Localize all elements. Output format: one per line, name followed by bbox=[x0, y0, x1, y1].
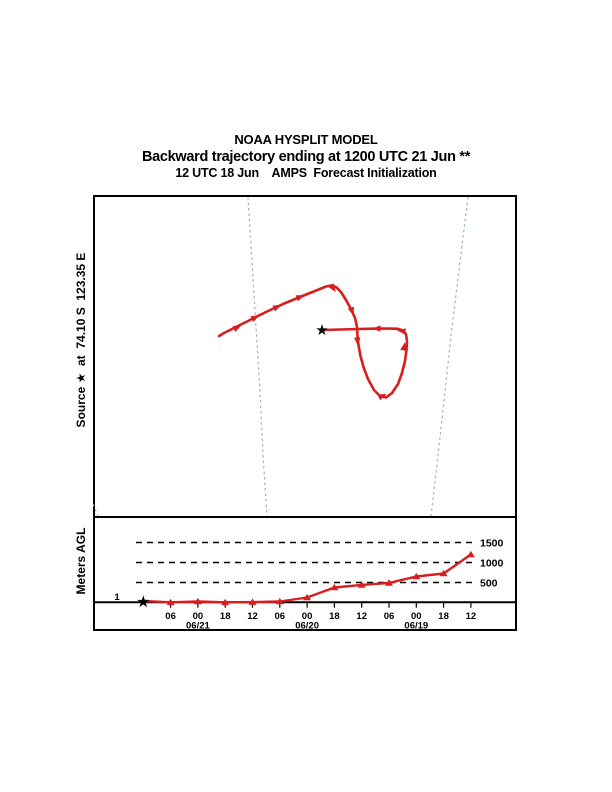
height-profile-marker bbox=[221, 598, 230, 606]
height-profile-marker bbox=[357, 581, 366, 588]
map-frame bbox=[93, 195, 517, 518]
date-label: 06/19 bbox=[404, 621, 428, 632]
trajectory-marker bbox=[400, 342, 407, 352]
time-tick-label: 00 bbox=[302, 611, 313, 622]
title-block: NOAA HYSPLIT MODEL Backward trajectory e… bbox=[0, 132, 612, 182]
height-profile-marker bbox=[303, 593, 312, 601]
height-profile-marker bbox=[412, 572, 421, 580]
height-profile-marker bbox=[466, 550, 475, 558]
gridline-label-500: 500 bbox=[480, 577, 498, 589]
date-label: 06/20 bbox=[295, 621, 319, 632]
time-tick-label: 12 bbox=[466, 611, 477, 622]
time-tick-label: 18 bbox=[329, 611, 340, 622]
trajectory-marker bbox=[295, 295, 305, 302]
time-tick-label: 18 bbox=[220, 611, 231, 622]
time-tick-label: 06 bbox=[384, 611, 395, 622]
height-profile-marker bbox=[248, 598, 257, 605]
trajectory-marker bbox=[250, 315, 260, 322]
height-profile-marker bbox=[193, 597, 202, 605]
gridline-label-1500: 1500 bbox=[480, 537, 504, 549]
height-profile-marker bbox=[385, 579, 393, 586]
title-model: NOAA HYSPLIT MODEL bbox=[234, 132, 378, 147]
height-profile-marker bbox=[275, 597, 284, 605]
height-profile-marker bbox=[439, 569, 448, 577]
meridian-right bbox=[430, 196, 469, 517]
date-label: 06/21 bbox=[186, 621, 210, 632]
trajectory-line bbox=[217, 284, 409, 399]
trajectory-marker bbox=[232, 325, 242, 332]
time-tick-label: 12 bbox=[356, 611, 367, 622]
height-profile-marker bbox=[166, 598, 175, 606]
time-tick-label: 12 bbox=[247, 611, 258, 622]
meridian-left bbox=[247, 196, 268, 517]
time-tick-label: 18 bbox=[438, 611, 449, 622]
meridian-corner bbox=[92, 503, 99, 517]
profile-star-icon: ★ bbox=[136, 594, 150, 611]
profile-frame bbox=[93, 516, 517, 631]
trajectory-marker bbox=[272, 304, 282, 312]
trajectory-marker bbox=[372, 325, 381, 332]
trajectory-marker bbox=[397, 328, 406, 335]
time-tick-label: 06 bbox=[275, 611, 286, 622]
trajectory-marker bbox=[354, 337, 361, 346]
trajectory-marker bbox=[328, 283, 336, 293]
trajectory-marker bbox=[377, 393, 387, 401]
profile-start-label: 1 bbox=[114, 592, 120, 603]
time-tick-label: 00 bbox=[193, 611, 204, 622]
time-tick-label: 06 bbox=[165, 611, 176, 622]
gridline-label-1000: 1000 bbox=[480, 557, 504, 569]
trajectory-marker bbox=[347, 306, 354, 316]
source-star-icon: ★ bbox=[315, 322, 328, 339]
title-trajectory: Backward trajectory ending at 1200 UTC 2… bbox=[141, 149, 471, 166]
height-profile-marker bbox=[330, 583, 339, 591]
title-initialization: 12 UTC 18 Jun AMPS Forecast Initializati… bbox=[175, 166, 437, 181]
time-tick-label: 00 bbox=[411, 611, 422, 622]
